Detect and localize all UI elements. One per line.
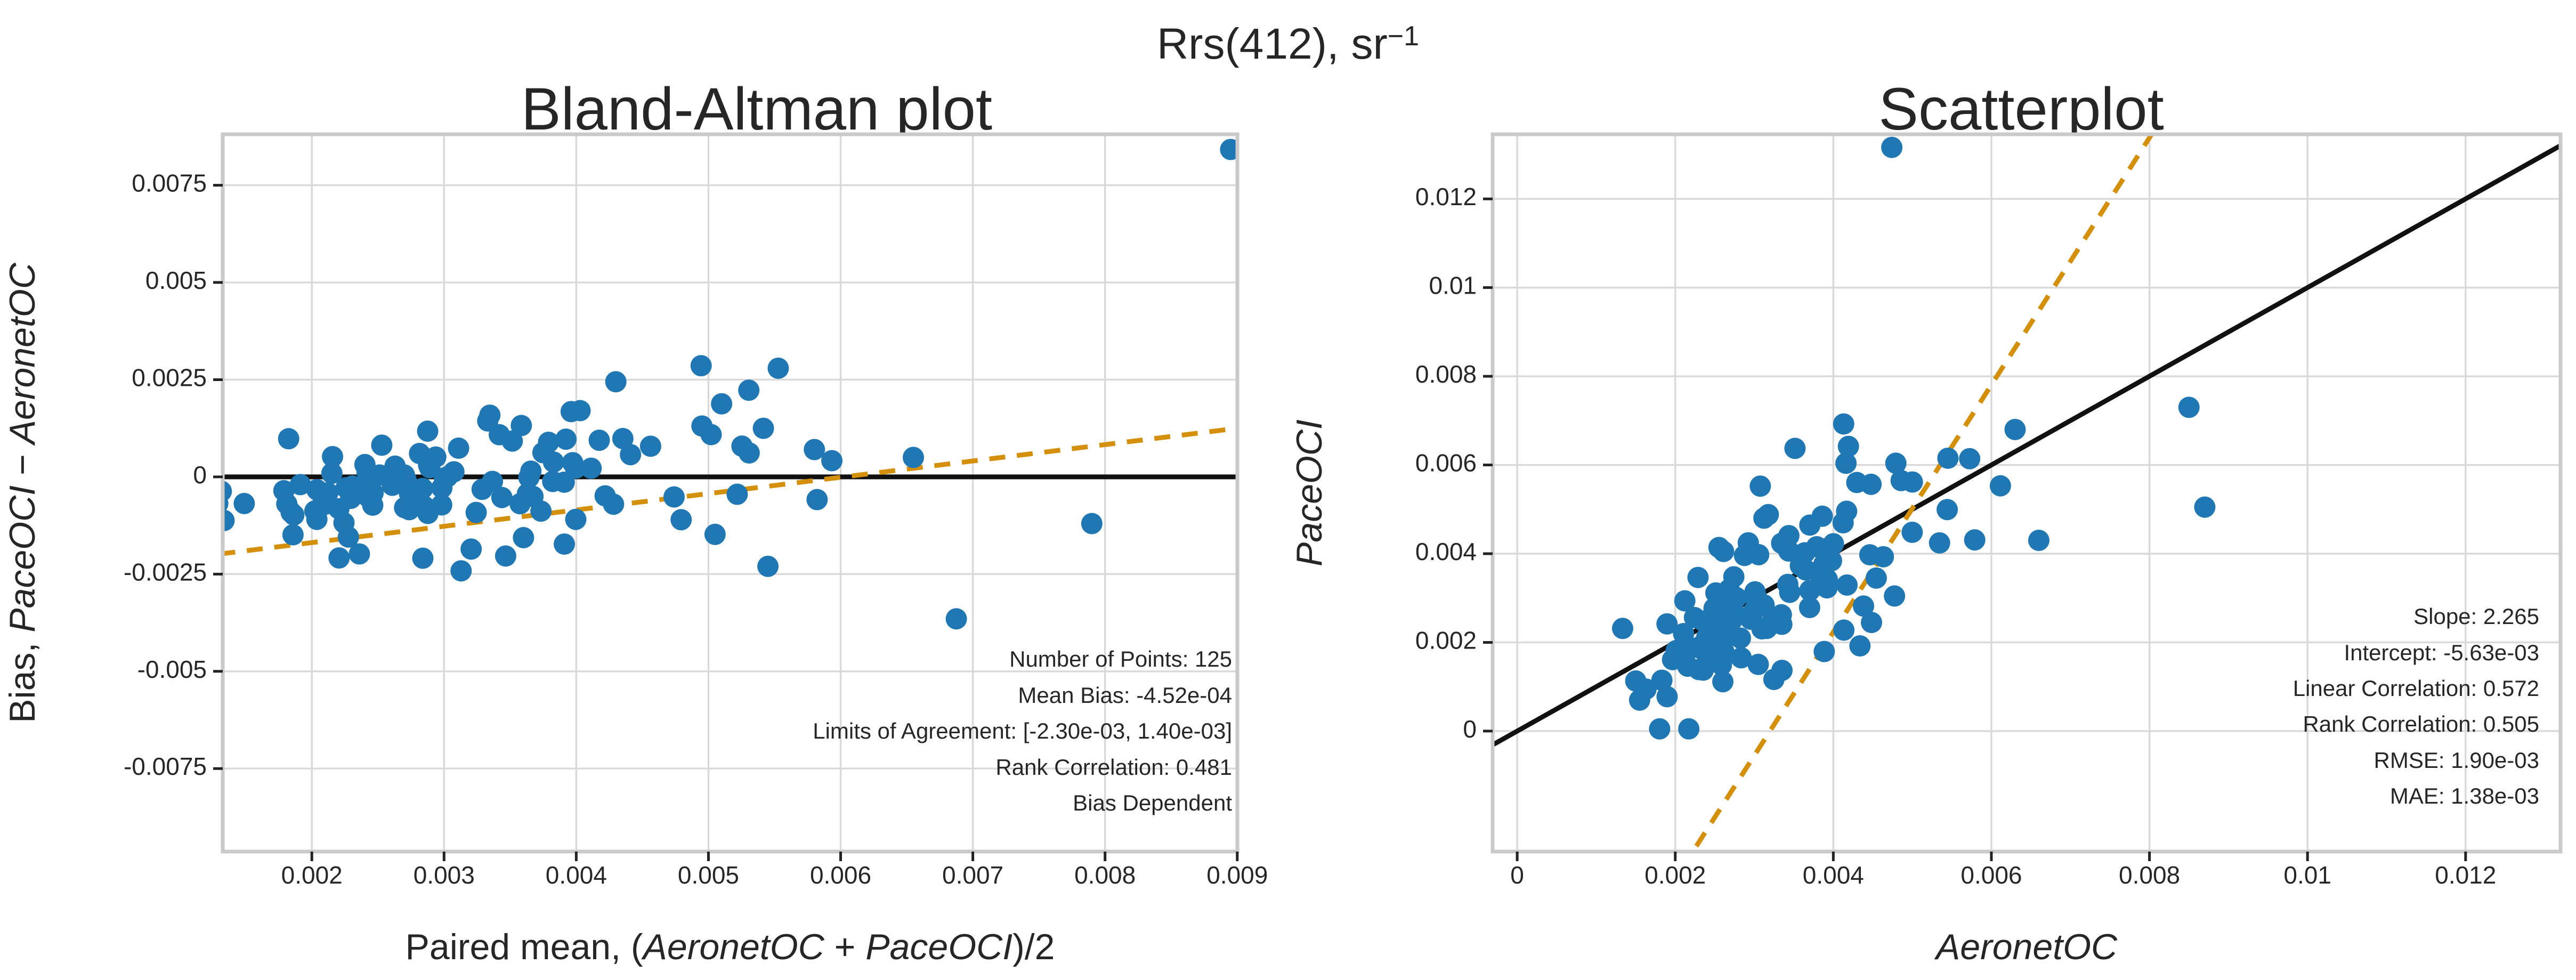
svg-text:Rank Correlation: 0.505: Rank Correlation: 0.505 — [2303, 711, 2539, 736]
svg-text:0.004: 0.004 — [1803, 861, 1864, 889]
svg-text:0.012: 0.012 — [1415, 183, 1477, 210]
svg-text:0.005: 0.005 — [678, 861, 739, 889]
svg-text:0: 0 — [1510, 861, 1524, 889]
svg-text:Paired mean, (AeronetOC + Pace: Paired mean, (AeronetOC + PaceOCI)/2 — [406, 927, 1055, 967]
svg-text:0.008: 0.008 — [1074, 861, 1136, 889]
svg-text:Bland-Altman plot: Bland-Altman plot — [521, 76, 992, 142]
svg-text:0: 0 — [193, 461, 207, 489]
svg-text:0.006: 0.006 — [1961, 861, 2022, 889]
svg-text:0.012: 0.012 — [2435, 861, 2496, 889]
svg-text:0.007: 0.007 — [942, 861, 1003, 889]
svg-text:Limits of Agreement: [-2.30e-0: Limits of Agreement: [-2.30e-03, 1.40e-0… — [813, 718, 1232, 743]
svg-text:Linear Correlation: 0.572: Linear Correlation: 0.572 — [2293, 676, 2539, 701]
svg-text:Slope: 2.265: Slope: 2.265 — [2413, 604, 2539, 629]
svg-text:0.006: 0.006 — [1415, 449, 1477, 477]
svg-text:0.0075: 0.0075 — [132, 169, 207, 197]
svg-text:AeronetOC: AeronetOC — [1934, 927, 2118, 967]
svg-text:0.009: 0.009 — [1206, 861, 1268, 889]
svg-text:0: 0 — [1463, 715, 1477, 743]
svg-text:0.002: 0.002 — [1415, 626, 1477, 654]
svg-text:0.0025: 0.0025 — [132, 363, 207, 391]
svg-text:0.003: 0.003 — [414, 861, 475, 889]
svg-text:Bias, PaceOCI − AeronetOC: Bias, PaceOCI − AeronetOC — [2, 262, 43, 723]
svg-text:0.002: 0.002 — [1645, 861, 1706, 889]
svg-text:0.008: 0.008 — [2119, 861, 2180, 889]
svg-text:Mean Bias: -4.52e-04: Mean Bias: -4.52e-04 — [1018, 683, 1232, 708]
svg-text:-0.005: -0.005 — [137, 655, 207, 683]
svg-text:0.01: 0.01 — [2283, 861, 2331, 889]
svg-text:Scatterplot: Scatterplot — [1878, 76, 2164, 142]
svg-text:0.008: 0.008 — [1415, 360, 1477, 388]
svg-text:0.005: 0.005 — [145, 266, 207, 294]
svg-text:0.004: 0.004 — [1415, 538, 1477, 565]
svg-text:0.006: 0.006 — [810, 861, 871, 889]
svg-text:Rank Correlation: 0.481: Rank Correlation: 0.481 — [995, 755, 1232, 780]
svg-text:PaceOCI: PaceOCI — [1289, 419, 1330, 566]
svg-text:-0.0025: -0.0025 — [124, 558, 207, 586]
svg-text:Intercept: -5.63e-03: Intercept: -5.63e-03 — [2344, 640, 2539, 665]
svg-text:RMSE: 1.90e-03: RMSE: 1.90e-03 — [2374, 748, 2540, 773]
svg-text:-0.0075: -0.0075 — [124, 752, 207, 780]
svg-text:0.004: 0.004 — [546, 861, 607, 889]
svg-text:Number of Points: 125: Number of Points: 125 — [1009, 646, 1232, 671]
svg-text:0.01: 0.01 — [1429, 272, 1477, 299]
svg-text:Rrs(412), sr−1: Rrs(412), sr−1 — [1157, 20, 1419, 68]
svg-text:MAE: 1.38e-03: MAE: 1.38e-03 — [2390, 783, 2539, 808]
svg-text:Bias Dependent: Bias Dependent — [1073, 790, 1232, 815]
svg-text:0.002: 0.002 — [281, 861, 343, 889]
